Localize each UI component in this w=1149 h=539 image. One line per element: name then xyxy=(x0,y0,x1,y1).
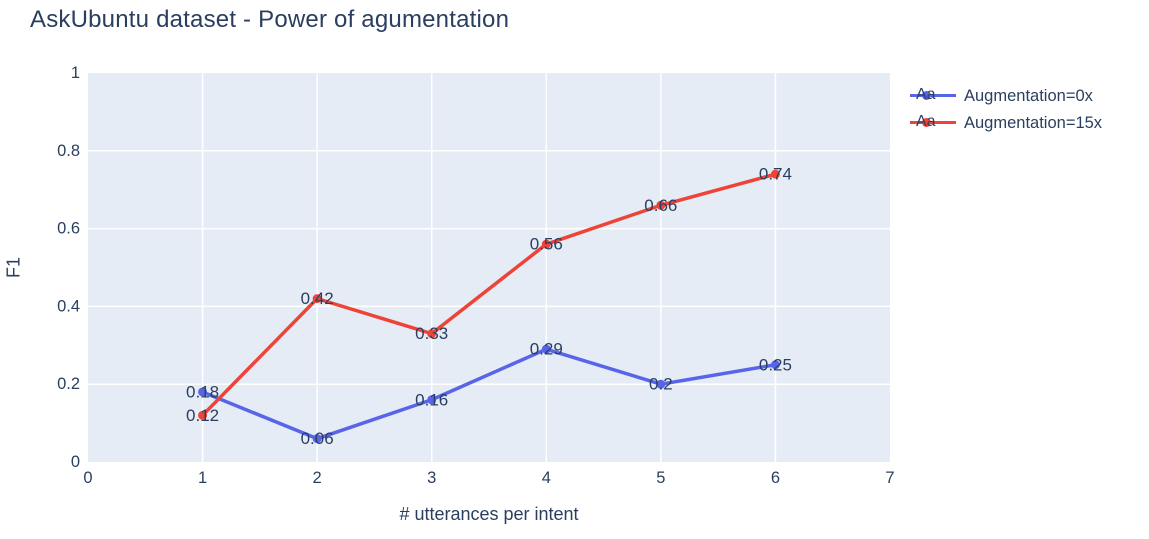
y-tick-label: 0.2 xyxy=(57,375,80,393)
x-tick-label: 7 xyxy=(885,469,894,487)
x-tick-label: 5 xyxy=(656,469,665,487)
y-tick-label: 0.6 xyxy=(57,220,80,238)
data-point-label: 0.2 xyxy=(649,375,673,394)
x-tick-label: 0 xyxy=(83,469,92,487)
data-point-label: 0.25 xyxy=(759,355,792,374)
legend-line-icon xyxy=(910,121,956,124)
x-tick-label: 2 xyxy=(313,469,322,487)
legend-marker-icon xyxy=(922,118,931,127)
legend-swatch-icon: Aa xyxy=(910,86,956,105)
legend-label: Augmentation=0x xyxy=(964,86,1093,105)
data-point-marker[interactable] xyxy=(770,360,780,370)
data-point-marker[interactable] xyxy=(312,434,322,444)
data-point-marker[interactable] xyxy=(198,410,208,420)
series-line xyxy=(201,172,776,417)
data-point-marker[interactable] xyxy=(541,344,551,354)
legend-item-augmentation-0x[interactable]: Aa Augmentation=0x xyxy=(910,85,1102,107)
data-point-label: 0.33 xyxy=(415,324,448,343)
data-point-marker[interactable] xyxy=(198,387,208,397)
y-tick-label: 0.4 xyxy=(57,297,80,315)
legend-marker-icon xyxy=(922,91,931,100)
legend-text-glyph: Aa xyxy=(916,86,936,103)
data-point-marker[interactable] xyxy=(541,239,551,249)
x-tick-label: 1 xyxy=(198,469,207,487)
plot-area[interactable] xyxy=(88,73,890,462)
legend-line-icon xyxy=(910,94,956,97)
y-tick-label: 0.8 xyxy=(57,142,80,160)
y-axis-title: F1 xyxy=(3,257,24,279)
legend: Aa Augmentation=0x Aa Augmentation=15x xyxy=(910,85,1102,134)
data-point-label: 0.74 xyxy=(759,165,792,184)
data-point-label: 0.66 xyxy=(644,196,677,215)
legend-text-glyph: Aa xyxy=(916,113,936,130)
x-tick-label: 4 xyxy=(542,469,551,487)
data-point-marker[interactable] xyxy=(427,395,437,405)
legend-swatch-icon: Aa xyxy=(910,113,956,132)
data-point-label: 0.29 xyxy=(530,340,563,359)
data-point-marker[interactable] xyxy=(656,200,666,210)
data-point-marker[interactable] xyxy=(427,329,437,339)
x-tick-label: 3 xyxy=(427,469,436,487)
legend-label: Augmentation=15x xyxy=(964,113,1103,132)
y-tick-label: 0 xyxy=(71,453,80,471)
data-point-label: 0.12 xyxy=(186,406,219,425)
data-point-marker[interactable] xyxy=(656,379,666,389)
y-tick-label: 1 xyxy=(71,64,80,82)
data-point-label: 0.42 xyxy=(301,289,334,308)
x-axis-title: # utterances per intent xyxy=(399,504,579,524)
chart-title: AskUbuntu dataset - Power of agumentatio… xyxy=(30,6,510,33)
x-tick-label: 6 xyxy=(771,469,780,487)
data-point-label: 0.56 xyxy=(530,235,563,254)
data-point-marker[interactable] xyxy=(312,294,322,304)
legend-item-augmentation-15x[interactable]: Aa Augmentation=15x xyxy=(910,112,1102,134)
data-point-label: 0.18 xyxy=(186,382,219,401)
data-point-label: 0.16 xyxy=(415,390,448,409)
data-point-marker[interactable] xyxy=(770,169,780,179)
series-line xyxy=(201,347,776,441)
data-point-label: 0.06 xyxy=(301,429,334,448)
